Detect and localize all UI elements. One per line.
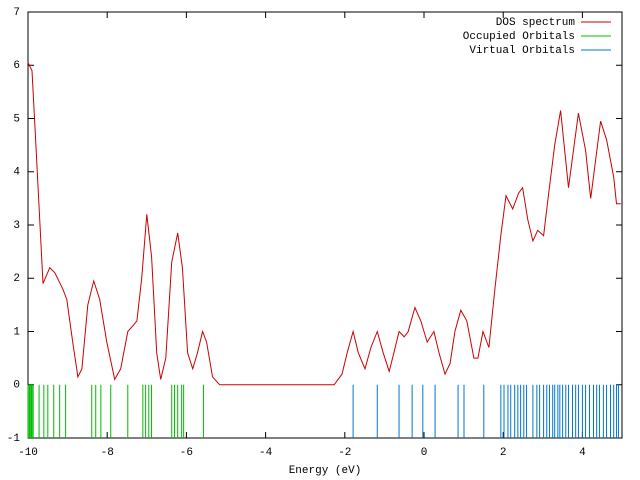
x-tick-label: -10 — [18, 447, 38, 459]
y-tick-label: 5 — [13, 113, 20, 125]
y-tick-label: 1 — [13, 326, 20, 338]
x-tick-label: -6 — [180, 447, 193, 459]
y-tick-label: 3 — [13, 220, 20, 232]
x-tick-label: 0 — [421, 447, 428, 459]
x-tick-label: -4 — [259, 447, 273, 459]
y-tick-label: -1 — [7, 433, 21, 445]
y-tick-label: 7 — [13, 7, 20, 19]
x-tick-label: 4 — [579, 447, 586, 459]
plot-frame — [27, 11, 623, 439]
legend-label: DOS spectrum — [496, 17, 576, 29]
legend-label: Virtual Orbitals — [469, 45, 575, 57]
y-tick-label: 0 — [13, 380, 20, 392]
x-tick-label: -2 — [338, 447, 351, 459]
legend-label: Occupied Orbitals — [463, 31, 575, 43]
dos-line — [27, 62, 621, 386]
y-tick-label: 2 — [13, 273, 20, 285]
x-tick-label: 2 — [500, 447, 507, 459]
y-tick-label: 4 — [13, 167, 20, 179]
x-axis-label: Energy (eV) — [289, 465, 362, 477]
x-tick-label: -8 — [101, 447, 114, 459]
y-tick-label: 6 — [13, 60, 20, 72]
